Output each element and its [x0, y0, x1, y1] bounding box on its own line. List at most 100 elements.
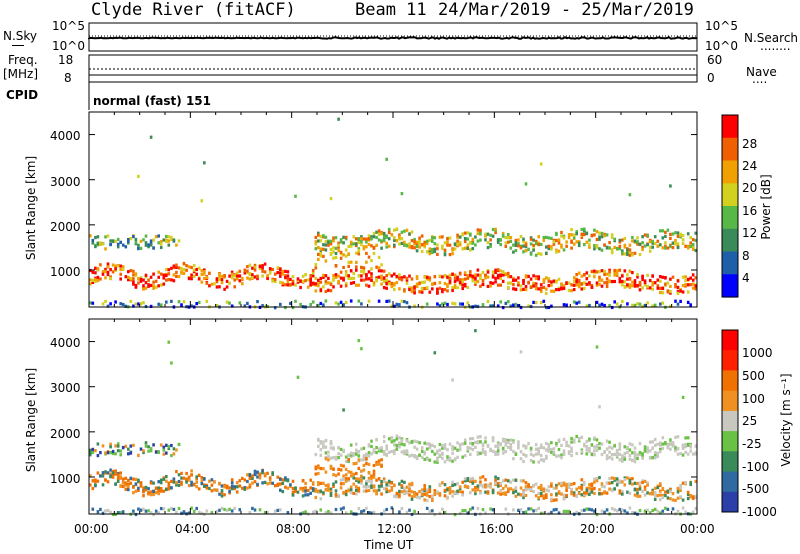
heatmap-cell	[527, 247, 530, 251]
heatmap-cell	[628, 457, 632, 461]
power-colorbar-frame	[721, 114, 739, 298]
heatmap-cell	[542, 511, 546, 515]
heatmap-cell	[659, 498, 662, 502]
heatmap-cell	[496, 449, 500, 453]
heatmap-cell	[395, 437, 399, 441]
heatmap-cell	[580, 450, 584, 454]
heatmap-cell	[413, 491, 416, 495]
heatmap-cell	[443, 488, 447, 492]
heatmap-cell	[570, 283, 573, 287]
heatmap-cell	[598, 278, 601, 282]
heatmap-cell	[512, 243, 515, 247]
heatmap-cell	[501, 437, 505, 441]
heatmap-cell	[542, 278, 546, 282]
heatmap-cell	[403, 288, 406, 292]
heatmap-cell	[676, 279, 680, 283]
heatmap-cell	[631, 253, 634, 257]
heatmap-cell	[332, 277, 335, 281]
heatmap-cell	[344, 489, 348, 493]
heatmap-cell	[626, 248, 629, 252]
heatmap-cell	[691, 278, 695, 282]
heatmap-cell	[547, 236, 551, 240]
heatmap-cell	[319, 453, 323, 457]
heatmap-cell	[139, 279, 143, 283]
heatmap-cell	[420, 493, 424, 497]
heatmap-cell	[317, 438, 320, 442]
heatmap-cell	[552, 289, 556, 293]
heatmap-cell	[686, 497, 690, 501]
heatmap-cell	[410, 490, 414, 494]
heatmap-cell	[382, 276, 386, 280]
heatmap-cell	[555, 483, 558, 488]
heatmap-cell	[408, 493, 411, 497]
heatmap-cell	[344, 274, 348, 278]
heatmap-cell	[370, 235, 373, 239]
heatmap-cell	[643, 244, 647, 248]
heatmap-cell	[291, 490, 295, 494]
heatmap-cell	[501, 233, 505, 237]
heatmap-cell	[524, 481, 528, 485]
heatmap-cell	[370, 444, 373, 449]
heatmap-cell	[679, 233, 682, 237]
heatmap-cell	[572, 491, 576, 495]
heatmap-cell	[491, 227, 495, 232]
heatmap-cell	[377, 447, 381, 451]
heatmap-cell	[514, 249, 518, 253]
heatmap-cell	[479, 435, 482, 439]
heatmap-cell	[656, 284, 660, 288]
heatmap-cell	[448, 280, 452, 284]
heatmap-cell	[567, 281, 571, 285]
heatmap-cell	[228, 274, 231, 278]
heatmap-cell	[491, 491, 495, 495]
heatmap-cell	[441, 244, 444, 248]
heatmap-cell	[339, 250, 343, 254]
heatmap-cell	[294, 489, 297, 493]
heatmap-cell	[603, 303, 606, 308]
heatmap-cell	[91, 447, 95, 451]
heatmap-cell	[550, 280, 553, 284]
heatmap-cell	[489, 242, 492, 247]
heatmap-cell	[157, 511, 160, 515]
heatmap-cell	[220, 494, 224, 498]
heatmap-cell	[362, 468, 366, 472]
heatmap-cell	[456, 278, 459, 282]
heatmap-cell	[172, 238, 176, 242]
heatmap-cell	[618, 238, 622, 242]
heatmap-cell	[170, 266, 173, 270]
heatmap-cell	[306, 285, 310, 289]
heatmap-cell	[600, 302, 604, 306]
heatmap-cell	[595, 244, 599, 248]
heatmap-cell	[456, 489, 459, 493]
heatmap-cell	[385, 278, 388, 282]
heatmap-cell	[621, 299, 624, 304]
heatmap-cell	[116, 449, 120, 453]
heatmap-cell	[91, 486, 95, 491]
heatmap-cell	[91, 238, 95, 243]
heatmap-cell	[370, 237, 373, 241]
heatmap-cell	[623, 509, 627, 513]
heatmap-cell	[215, 280, 219, 284]
heatmap-cell	[339, 256, 343, 260]
heatmap-cell	[626, 511, 629, 515]
heatmap-cell	[570, 246, 573, 250]
heatmap-cell	[517, 244, 520, 248]
heatmap-cell	[428, 249, 432, 253]
heatmap-cell	[446, 289, 449, 293]
heatmap-cell	[400, 299, 404, 303]
heatmap-cell	[334, 507, 338, 512]
heatmap-cell	[466, 274, 470, 278]
heatmap-cell	[395, 495, 399, 499]
heatmap-cell	[603, 234, 606, 238]
heatmap-cell	[420, 290, 424, 294]
heatmap-cell	[165, 278, 168, 282]
heatmap-cell	[329, 242, 333, 246]
heatmap-cell	[314, 487, 318, 492]
heatmap-cell	[542, 238, 546, 243]
heatmap-cell	[195, 506, 198, 511]
velocity-cbar-tick-neg1000: -1000	[742, 505, 777, 519]
heatmap-cell	[228, 486, 231, 490]
heatmap-cell	[395, 447, 399, 451]
heatmap-cell	[355, 283, 358, 287]
heatmap-cell	[162, 477, 166, 481]
heatmap-cell	[494, 280, 497, 284]
